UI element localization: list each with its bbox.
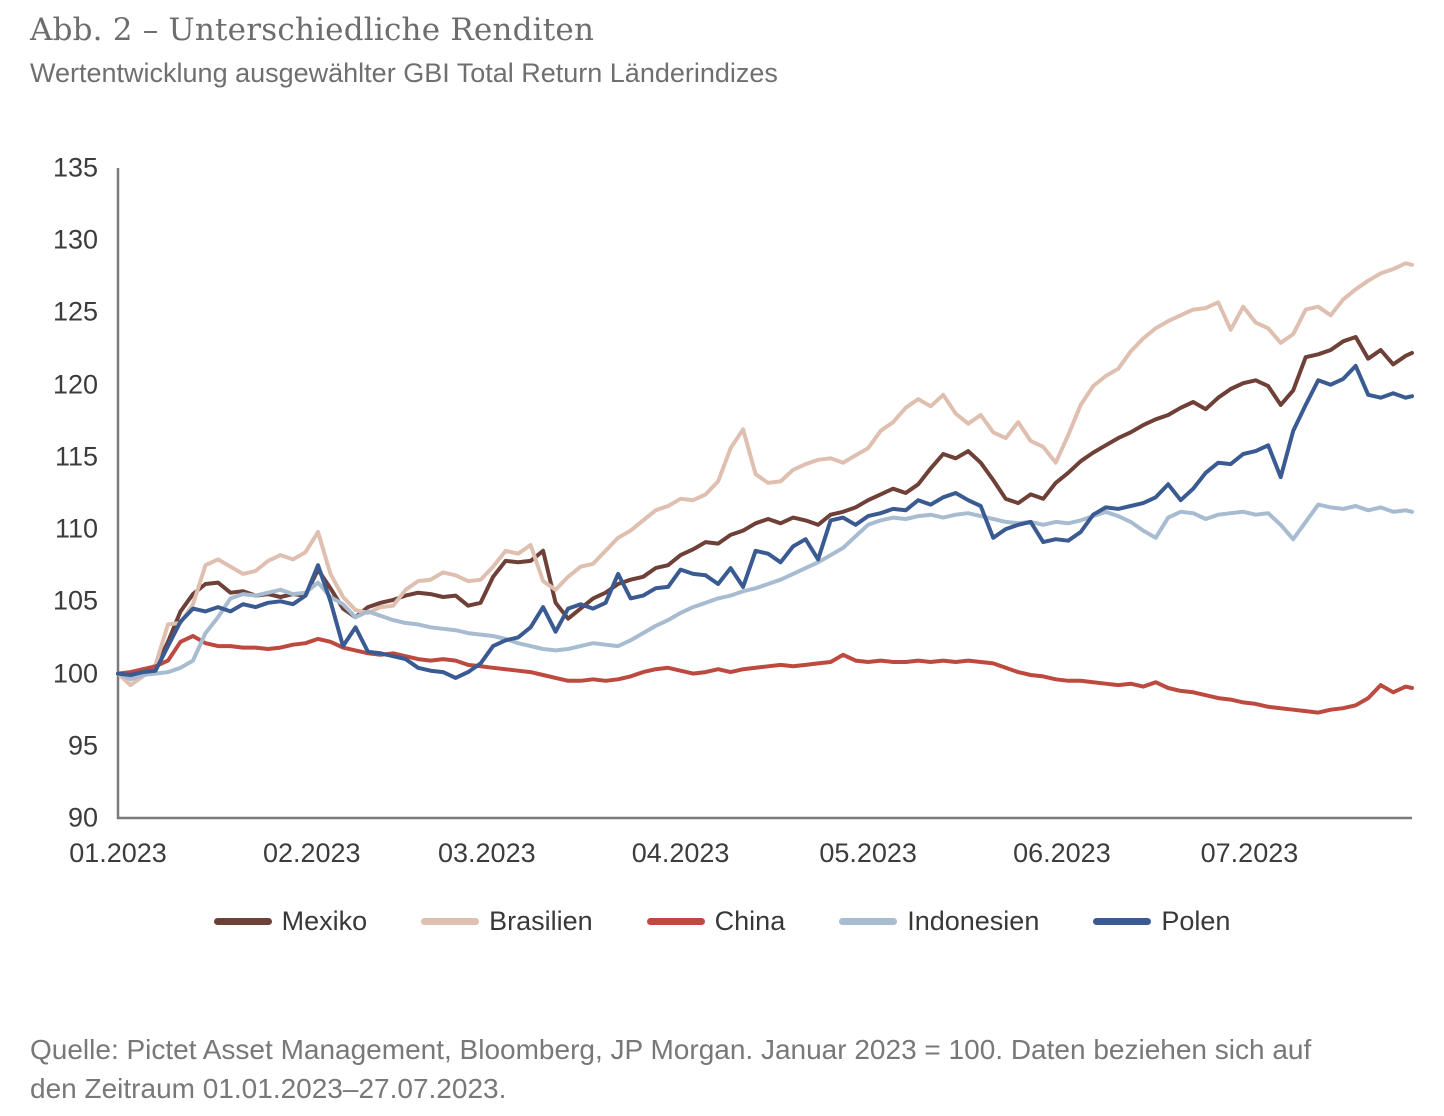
series-line-polen: [116, 363, 1414, 680]
series-line-china: [116, 634, 1414, 715]
legend-swatch-china: [646, 918, 705, 925]
x-tick-label-05.2023: 05.2023: [819, 838, 917, 868]
series-line-brasilien: [116, 261, 1414, 688]
legend-swatch-polen: [1093, 918, 1152, 925]
chart-canvas: [116, 168, 1414, 820]
legend-label-indonesien: Indonesien: [907, 906, 1040, 936]
legend-swatch-brasilien: [421, 918, 480, 925]
y-tick-label-120: 120: [52, 369, 98, 400]
x-tick-label-06.2023: 06.2023: [1013, 838, 1111, 868]
legend-item-china: China: [646, 906, 786, 937]
legend-label-polen: Polen: [1161, 906, 1231, 936]
legend-label-china: China: [714, 906, 786, 936]
chart-area: 90 95 100 105 110 115 120 125 130 135 01.2023 02.2…: [52, 152, 1414, 868]
legend-item-brasilien: Brasilien: [421, 906, 593, 937]
source-note: Quelle: Pictet Asset Management, Bloombe…: [30, 1030, 1430, 1108]
legend-item-polen: Polen: [1093, 906, 1230, 937]
series-line-mexiko: [116, 335, 1414, 679]
legend-label-mexiko: Mexiko: [281, 906, 368, 936]
x-tick-label-07.2023: 07.2023: [1200, 838, 1299, 868]
series-line-indonesien: [116, 502, 1414, 682]
y-tick-label-105: 105: [52, 585, 98, 616]
x-tick-label-04.2023: 04.2023: [631, 838, 730, 868]
y-tick-label-130: 130: [52, 224, 98, 255]
legend-item-mexiko: Mexiko: [213, 906, 368, 937]
y-tick-label-100: 100: [52, 658, 98, 689]
x-tick-label-03.2023: 03.2023: [438, 838, 536, 868]
legend-label-brasilien: Brasilien: [489, 906, 593, 936]
source-line-1: Quelle: Pictet Asset Management, Bloombe…: [30, 1034, 1312, 1065]
y-tick-label-110: 110: [54, 513, 98, 544]
source-line-2: den Zeitraum 01.01.2023–27.07.2023.: [30, 1073, 507, 1104]
y-tick-label-125: 125: [52, 296, 98, 327]
chart-subtitle: Wertentwicklung ausgewählter GBI Total R…: [30, 58, 778, 88]
chart-title: Abb. 2 – Unterschiedliche Renditen: [30, 12, 595, 48]
y-tick-label-95: 95: [67, 730, 98, 761]
x-tick-label-01.2023: 01.2023: [69, 838, 167, 868]
y-tick-label-115: 115: [54, 441, 98, 472]
legend-item-indonesien: Indonesien: [839, 906, 1039, 937]
chart-legend: Mexiko Brasilien China Indonesien Polen: [0, 906, 1444, 937]
legend-swatch-indonesien: [839, 918, 898, 925]
legend-swatch-mexiko: [213, 918, 272, 925]
x-tick-label-02.2023: 02.2023: [262, 838, 361, 868]
y-tick-label-90: 90: [67, 802, 98, 833]
y-tick-label-135: 135: [52, 152, 98, 183]
